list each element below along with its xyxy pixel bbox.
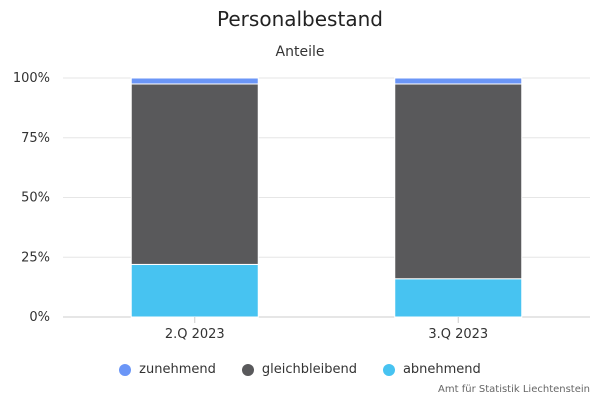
y-tick-label: 0% <box>29 310 50 325</box>
bar-abnehmend <box>130 263 259 318</box>
x-tick-label: 3.Q 2023 <box>428 327 488 342</box>
legend-label-gleichbleibend: gleichbleibend <box>261 362 357 377</box>
plot-area: 0% 25% 50% 75% 100% 2.Q 2023 3.Q 2023 <box>13 71 590 342</box>
y-tick-label: 50% <box>21 191 50 206</box>
bar-abnehmend <box>394 278 523 318</box>
legend-item-gleichbleibend[interactable]: gleichbleibend <box>241 362 357 377</box>
bar-zunehmend <box>394 77 523 85</box>
x-tick-label: 2.Q 2023 <box>165 327 225 342</box>
chart-title: Personalbestand <box>217 7 383 31</box>
y-tick-label: 100% <box>13 71 50 86</box>
legend-item-abnehmend[interactable]: abnehmend <box>382 362 481 377</box>
bar-gleichbleibend <box>130 83 259 265</box>
chart-subtitle: Anteile <box>275 44 325 60</box>
bar-gleichbleibend <box>394 83 523 280</box>
legend-marker-gleichbleibend <box>241 363 254 376</box>
y-tick-label: 25% <box>21 250 50 265</box>
credit-text: Amt für Statistik Liechtenstein <box>438 384 590 395</box>
legend-marker-abnehmend <box>382 363 395 376</box>
bar-zunehmend <box>130 77 259 85</box>
legend-label-zunehmend: zunehmend <box>139 362 216 377</box>
legend-marker-zunehmend <box>119 363 132 376</box>
legend-label-abnehmend: abnehmend <box>402 362 481 377</box>
legend-item-zunehmend[interactable]: zunehmend <box>119 362 216 377</box>
legend: zunehmend gleichbleibend abnehmend <box>0 362 600 377</box>
y-tick-label: 75% <box>21 131 50 146</box>
